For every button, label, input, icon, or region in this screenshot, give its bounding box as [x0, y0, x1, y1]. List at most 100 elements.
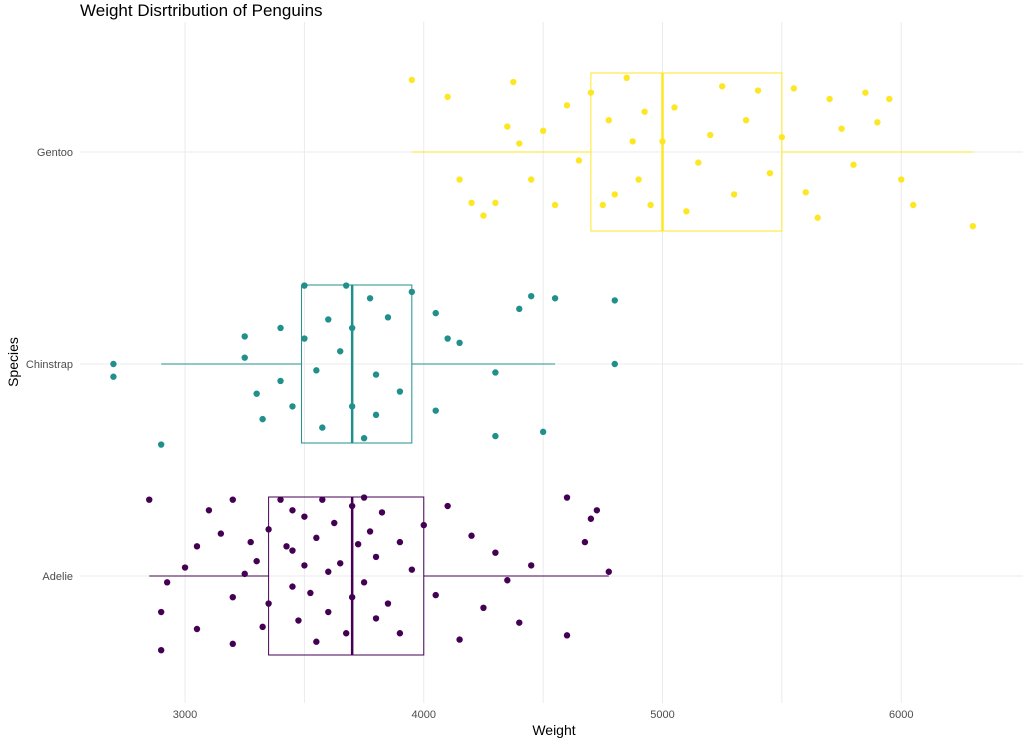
box	[301, 284, 413, 444]
data-point	[319, 424, 326, 431]
boxplots	[149, 72, 973, 656]
data-point	[342, 630, 350, 637]
data-point	[265, 600, 272, 607]
data-point	[480, 212, 487, 219]
y-tick-label: Adelie	[42, 571, 73, 583]
data-point	[605, 568, 612, 575]
points-chinstrap	[110, 282, 618, 448]
data-point	[319, 496, 326, 503]
data-point	[241, 333, 248, 340]
data-point	[157, 608, 165, 616]
data-point	[539, 127, 547, 134]
data-point	[337, 348, 344, 355]
data-point	[307, 589, 314, 597]
data-point	[516, 140, 523, 147]
data-point	[408, 566, 416, 573]
data-point	[348, 324, 356, 332]
data-point	[510, 78, 517, 86]
points-adelie	[146, 494, 612, 654]
data-point	[563, 494, 571, 501]
data-point	[504, 123, 511, 130]
x-axis-title: Weight	[532, 722, 575, 738]
data-point	[886, 95, 893, 103]
data-point	[301, 513, 308, 520]
data-point	[289, 583, 296, 590]
data-point	[366, 528, 374, 535]
data-point	[408, 76, 416, 84]
data-point	[229, 640, 236, 648]
data-point	[325, 316, 332, 323]
data-point	[563, 632, 571, 639]
data-point	[110, 360, 117, 368]
data-point	[778, 133, 786, 141]
x-tick-label: 5000	[650, 709, 674, 721]
data-point	[874, 119, 881, 126]
data-point	[528, 176, 535, 183]
data-point	[492, 199, 499, 207]
data-point	[754, 87, 762, 94]
data-point	[539, 428, 547, 436]
data-point	[360, 579, 368, 586]
data-point	[623, 74, 630, 82]
data-point	[325, 568, 332, 575]
x-tick-label: 6000	[889, 709, 913, 721]
boxplot-adelie	[149, 496, 609, 656]
data-point	[229, 496, 236, 503]
data-point	[528, 292, 535, 300]
data-point	[372, 371, 380, 378]
data-point	[862, 89, 869, 96]
data-point	[277, 324, 284, 332]
data-point	[289, 547, 296, 554]
data-point	[342, 282, 350, 289]
data-point	[516, 619, 523, 626]
data-point	[551, 295, 559, 302]
data-point	[581, 538, 589, 546]
data-point	[259, 623, 266, 631]
data-point	[593, 507, 601, 514]
data-point	[313, 638, 320, 645]
jitter-points	[110, 74, 977, 654]
data-point	[605, 117, 612, 124]
data-point	[444, 335, 451, 342]
data-point	[898, 176, 905, 183]
data-point	[551, 201, 559, 209]
y-axis-title: Species	[5, 337, 21, 387]
data-point	[659, 138, 666, 145]
data-point	[408, 288, 416, 296]
data-point	[301, 282, 308, 289]
data-point	[259, 415, 266, 423]
data-point	[611, 297, 618, 304]
boxplot-chinstrap	[161, 284, 556, 444]
data-point	[396, 388, 404, 395]
box	[268, 496, 425, 656]
data-point	[366, 295, 374, 302]
data-point	[289, 403, 296, 410]
data-point	[283, 543, 290, 550]
data-point	[146, 496, 153, 503]
data-point	[444, 93, 451, 101]
data-point	[575, 157, 583, 164]
data-point	[480, 604, 487, 611]
data-point	[384, 600, 392, 607]
data-point	[241, 570, 248, 578]
data-point	[468, 532, 475, 539]
data-point	[528, 562, 535, 569]
data-point	[432, 407, 439, 414]
data-point	[635, 176, 642, 183]
data-point	[289, 507, 296, 514]
data-point	[396, 538, 404, 546]
data-point	[420, 521, 427, 529]
data-point	[396, 630, 404, 637]
data-point	[766, 170, 774, 177]
data-point	[742, 117, 750, 124]
data-point	[372, 615, 380, 622]
data-point	[838, 125, 845, 132]
data-point	[444, 502, 451, 510]
data-point	[277, 377, 284, 385]
data-point	[229, 594, 236, 601]
data-point	[516, 305, 523, 313]
x-tick-label: 4000	[412, 709, 436, 721]
data-point	[969, 223, 977, 230]
data-point	[378, 509, 386, 516]
data-point	[730, 191, 738, 198]
